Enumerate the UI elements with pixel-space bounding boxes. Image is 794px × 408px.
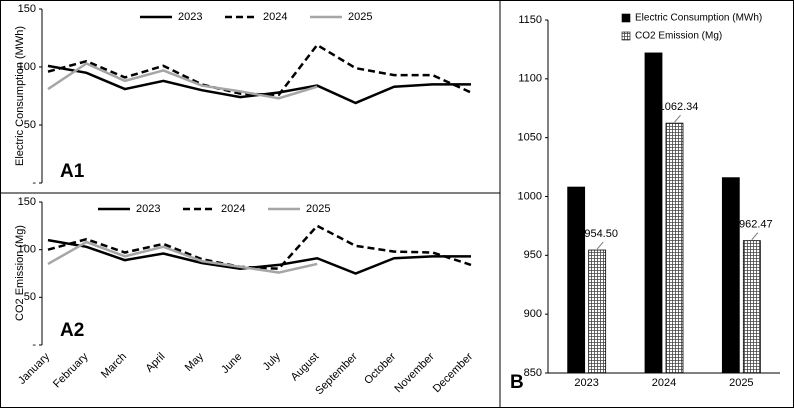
- panel-label: A1: [60, 161, 85, 182]
- y-tick-label: 100: [18, 61, 36, 73]
- x-tick-label: 2025: [729, 377, 753, 389]
- y-tick-label: 100: [18, 244, 36, 256]
- bar: [588, 249, 607, 374]
- x-tick-label: May: [183, 350, 207, 374]
- legend-label: 2023: [136, 203, 160, 215]
- x-tick-label: 2023: [574, 377, 598, 389]
- x-tick-label: November: [392, 350, 437, 395]
- y-tick-label: 850: [524, 367, 542, 379]
- y-axis-title: CO2 Emission (Mg): [14, 225, 26, 321]
- legend-swatch: [621, 31, 631, 41]
- y-axis-title: Electric Consumption (MWh): [14, 26, 26, 166]
- line: [47, 224, 472, 271]
- bar: [721, 177, 740, 374]
- x-tick-label: April: [143, 351, 167, 375]
- x-tick-label: August: [289, 351, 322, 384]
- leader-line: [751, 232, 759, 240]
- legend-label: 2024: [221, 203, 245, 215]
- leader-line: [596, 241, 604, 250]
- y-tick-label: 950: [524, 249, 542, 261]
- y-tick-label: -: [32, 339, 36, 351]
- value-label: 1062.34: [659, 101, 699, 113]
- line: [47, 240, 318, 274]
- value-label: 954.50: [584, 228, 618, 240]
- x-tick-label: July: [261, 350, 284, 373]
- y-tick-label: 1150: [518, 14, 542, 26]
- line: [47, 238, 471, 275]
- x-tick-label: 2024: [652, 377, 676, 389]
- line: [47, 62, 318, 100]
- leader-line: [674, 114, 681, 123]
- bar: [567, 186, 586, 374]
- legend-label: CO2 Emission (Mg): [635, 31, 722, 42]
- bar: [644, 52, 663, 374]
- panel-label: B: [510, 372, 524, 393]
- y-tick-label: 150: [18, 196, 36, 208]
- legend-label: 2025: [306, 203, 330, 215]
- legend-label: 2025: [348, 11, 372, 23]
- line: [47, 43, 472, 97]
- y-tick-label: 1100: [518, 73, 542, 85]
- y-tick-label: 150: [18, 3, 36, 15]
- bar: [742, 240, 761, 374]
- y-tick-label: 900: [524, 308, 542, 320]
- y-tick-label: 50: [24, 291, 36, 303]
- y-tick-label: 1000: [518, 190, 542, 202]
- x-tick-label: February: [51, 350, 91, 390]
- panel-label: A2: [60, 320, 84, 341]
- legend-label: 2023: [178, 11, 202, 23]
- bar: [665, 122, 684, 374]
- x-tick-label: January: [16, 350, 53, 387]
- x-tick-label: March: [99, 351, 129, 381]
- legend-label: 2024: [263, 11, 287, 23]
- x-tick-label: June: [219, 351, 244, 376]
- legend-label: Electric Consumption (MWh): [635, 13, 762, 24]
- y-tick-label: -: [32, 177, 36, 189]
- y-tick-label: 50: [24, 119, 36, 131]
- x-tick-label: December: [431, 350, 476, 395]
- x-tick-label: September: [313, 350, 360, 397]
- legend-swatch: [621, 13, 631, 23]
- y-tick-label: 1050: [518, 132, 542, 144]
- value-label: 962.47: [739, 219, 773, 231]
- x-tick-label: October: [362, 350, 398, 386]
